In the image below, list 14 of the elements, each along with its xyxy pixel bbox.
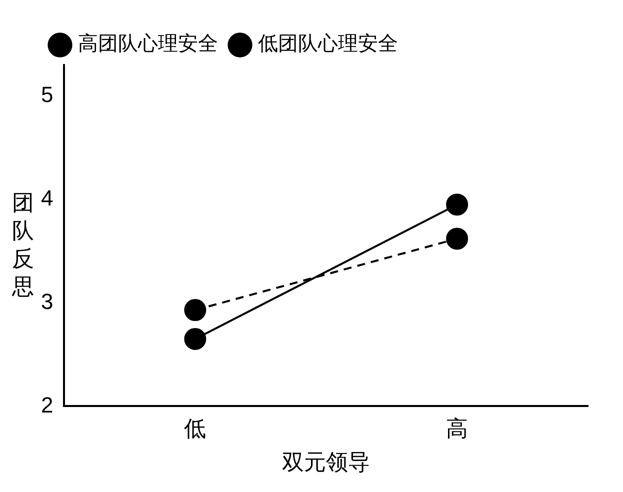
x-tick-label: 低 xyxy=(184,417,206,442)
y-tick-label: 3 xyxy=(40,288,54,314)
y-tick-label: 5 xyxy=(40,82,54,108)
legend-label: 低团队心理安全 xyxy=(258,31,398,56)
y-tick-label: 4 xyxy=(40,185,54,210)
x-axis-title: 双元领导 xyxy=(282,450,370,476)
point xyxy=(446,228,468,250)
x-tick-label: 高 xyxy=(446,417,468,442)
point xyxy=(184,299,206,322)
y-tick-label: 2 xyxy=(40,392,54,418)
point xyxy=(446,194,468,216)
legend-label: 高团队心理安全 xyxy=(78,31,218,56)
y-axis-title: 团队反思 xyxy=(11,190,35,302)
point xyxy=(184,328,206,350)
